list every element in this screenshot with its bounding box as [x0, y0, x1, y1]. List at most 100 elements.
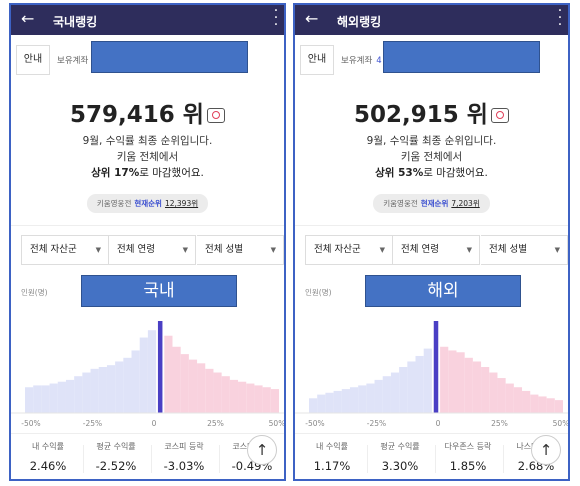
filter-dropdown[interactable]: 전체 성별 ▼ — [481, 235, 568, 265]
dropdown-caret: ▼ — [379, 246, 385, 254]
filter-dropdown[interactable]: 전체 연령 ▼ — [393, 235, 480, 265]
divider — [11, 433, 284, 434]
histogram-bar — [390, 372, 400, 413]
histogram-bar — [554, 400, 563, 413]
back-button[interactable]: ← — [305, 9, 319, 28]
histogram-bar — [464, 357, 473, 413]
stat-value: 2.46% — [29, 459, 67, 473]
badge-value: 7,203위 — [451, 199, 480, 208]
stat-value: -2.52% — [95, 459, 137, 473]
filter-label: 전체 연령 — [401, 244, 439, 255]
filter-label: 전체 자산군 — [30, 244, 77, 255]
share-icon[interactable] — [490, 108, 509, 123]
histogram-bar — [530, 394, 539, 413]
guide-button[interactable]: 안내 — [16, 45, 50, 75]
histogram-bar — [489, 372, 498, 413]
account-label-text: 보유계좌 — [341, 56, 373, 66]
histogram-bar — [522, 390, 531, 413]
badge-row: 키움영웅전 현재순위 12,393위 — [11, 194, 284, 213]
histogram-bar — [399, 367, 408, 413]
histogram-bar — [309, 398, 318, 413]
summary: 상위 53%로 마감했어요. — [295, 165, 568, 180]
histogram-bar — [472, 361, 482, 413]
account-label: 보유계좌 — [57, 54, 88, 66]
histogram-bar — [33, 385, 42, 413]
histogram-bar — [254, 385, 263, 413]
badge-row: 키움영웅전 현재순위 7,203위 — [295, 194, 568, 213]
share-icon[interactable] — [206, 108, 225, 123]
x-tick-label: 25% — [207, 419, 224, 428]
menu-button[interactable]: · · · — [557, 3, 563, 33]
share-icon-dot — [211, 111, 220, 119]
histogram-bar — [82, 372, 91, 413]
stat-value: 1.17% — [313, 459, 351, 473]
filter-label: 전체 성별 — [489, 244, 527, 255]
info-line: 키움 전체에서 — [400, 151, 463, 163]
histogram-bar — [115, 361, 124, 413]
stat-divider — [435, 445, 436, 473]
histogram — [11, 321, 284, 414]
x-tick-label: 0 — [151, 419, 157, 428]
filter-dropdown[interactable]: 전체 성별 ▼ — [197, 235, 284, 265]
dropdown-caret: ▼ — [182, 246, 188, 254]
histogram-bar — [358, 385, 367, 413]
stat-label: 내 수익률 — [32, 442, 64, 451]
share-icon-dot — [495, 111, 504, 119]
guide-button[interactable]: 안내 — [300, 45, 334, 75]
filter-dropdown[interactable]: 전체 자산군 ▼ — [305, 235, 393, 265]
histogram-bar — [131, 350, 140, 413]
back-button[interactable]: ← — [21, 9, 35, 28]
histogram-bar — [157, 321, 163, 413]
rank: 502,915 위 — [295, 95, 568, 129]
dropdown-caret: ▼ — [554, 246, 560, 254]
stat-label: 다우존스 등락 — [444, 442, 492, 451]
scroll-top-button[interactable]: ↑ — [531, 435, 561, 465]
x-tick-label: -25% — [82, 419, 103, 428]
filter-dropdown[interactable]: 전체 자산군 ▼ — [21, 235, 109, 265]
histogram-bar — [333, 390, 342, 413]
histogram-bar — [349, 387, 359, 413]
stat-divider — [503, 445, 504, 473]
badge-value: 12,393위 — [164, 199, 199, 208]
histogram-bar — [139, 337, 148, 413]
filter-dropdown[interactable]: 전체 연령 ▼ — [109, 235, 196, 265]
histogram-bar — [546, 398, 555, 413]
header: ← 국내랭킹 · · · — [11, 5, 284, 35]
account-count: 4 — [376, 56, 382, 66]
badge-prefix: 키움영웅전 — [96, 199, 132, 208]
histogram-bar — [433, 321, 439, 413]
histogram-bar — [374, 379, 383, 413]
dropdown-caret: ▼ — [270, 246, 276, 254]
count-label: 인원(명) — [21, 288, 48, 297]
menu-button[interactable]: · · · — [273, 3, 279, 33]
rank-value: 502,915 위 — [354, 102, 488, 128]
stat-divider — [219, 445, 220, 473]
histogram-bar — [90, 368, 99, 413]
histogram-bar — [74, 376, 83, 413]
divider — [295, 433, 568, 434]
histogram-bar — [505, 383, 514, 413]
badge-prefix: 키움영웅전 — [383, 199, 418, 208]
histogram-bar — [497, 378, 506, 413]
x-tick-label: 50% — [552, 419, 570, 428]
summary: 상위 17%로 마감했어요. — [11, 165, 284, 180]
stat-divider — [83, 445, 84, 473]
phone-screen: ← 해외랭킹 · · · 안내 보유계좌 4 502,915 위 9월, 수익률 최종 순위입니다… — [293, 3, 570, 481]
stat-divider — [151, 445, 152, 473]
phone-screen: ← 국내랭킹 · · · 안내 보유계좌 579,416 위 9월, 수익률 최종 순위입니다.… — [9, 3, 286, 481]
scroll-top-button[interactable]: ↑ — [247, 435, 277, 465]
badge: 키움영웅전 현재순위 12,393위 — [86, 194, 209, 213]
histogram-bar — [164, 335, 173, 413]
histogram-bar — [147, 330, 157, 413]
header: ← 해외랭킹 · · · — [295, 5, 568, 35]
summary-rest: 로 마감했어요. — [139, 167, 204, 179]
histogram-bar — [246, 383, 255, 413]
x-tick-label: -50% — [21, 419, 41, 428]
divider — [295, 225, 568, 226]
dropdown-caret: ▼ — [466, 246, 472, 254]
stat-divider — [367, 445, 368, 473]
header-title: 국내랭킹 — [53, 15, 98, 29]
histogram-bar — [407, 361, 416, 413]
histogram — [295, 321, 568, 414]
histogram-bar — [98, 367, 107, 413]
